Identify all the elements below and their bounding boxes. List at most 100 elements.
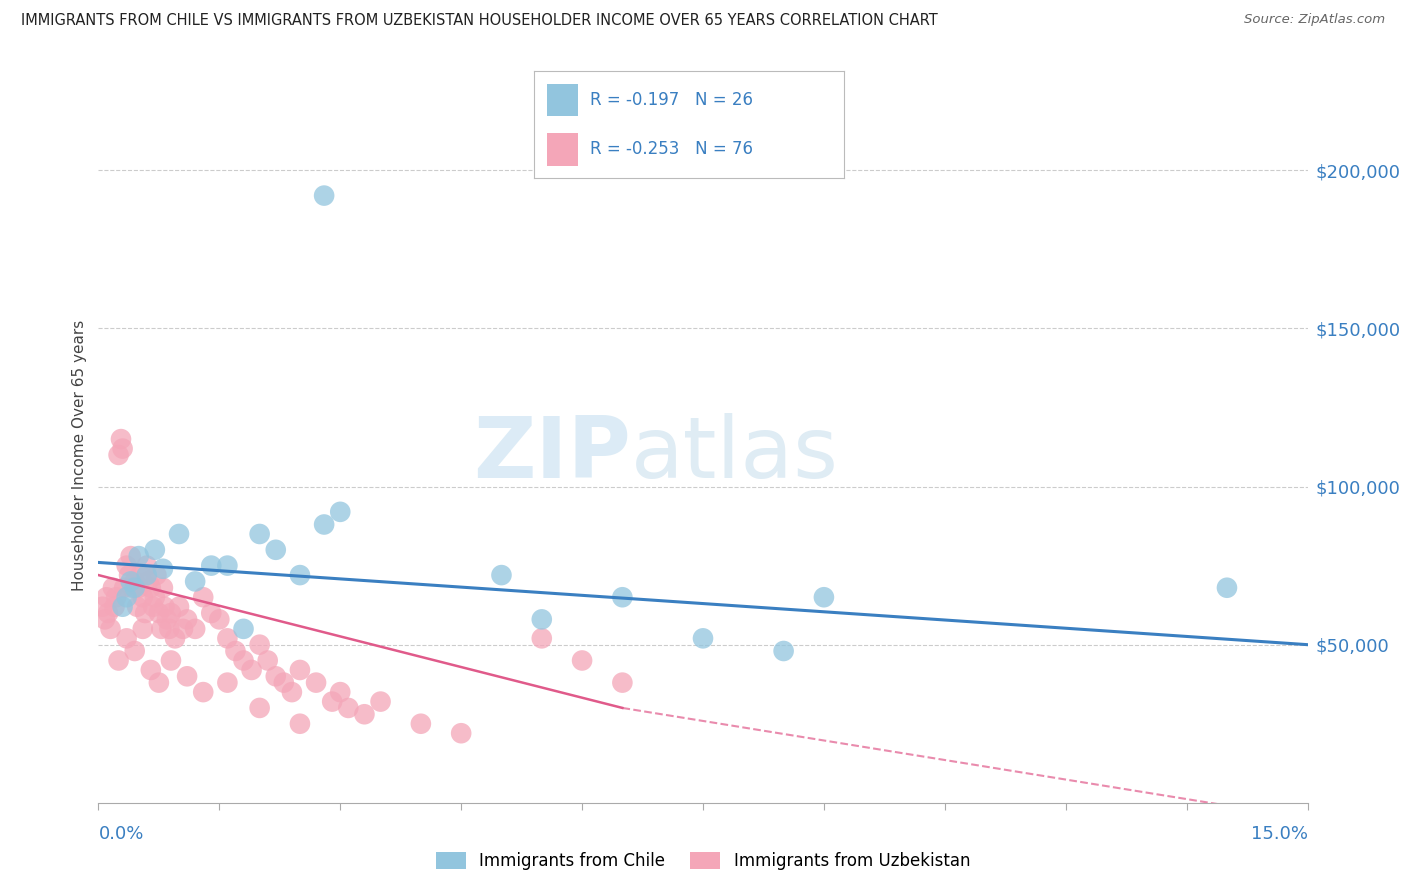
Point <box>530 632 553 646</box>
Text: IMMIGRANTS FROM CHILE VS IMMIGRANTS FROM UZBEKISTAN HOUSEHOLDER INCOME OVER 65 Y: IMMIGRANTS FROM CHILE VS IMMIGRANTS FROM… <box>21 13 938 29</box>
Point <box>692 632 714 646</box>
Point <box>249 527 271 541</box>
Point <box>273 675 295 690</box>
Point <box>132 591 155 605</box>
Point <box>200 606 222 620</box>
Point <box>127 599 149 614</box>
Point <box>530 612 553 626</box>
Point <box>491 568 513 582</box>
Point <box>107 653 129 667</box>
Point <box>167 599 190 614</box>
Point <box>167 527 190 541</box>
Point <box>100 622 122 636</box>
Point <box>571 653 593 667</box>
Point <box>160 653 183 667</box>
Text: 15.0%: 15.0% <box>1250 825 1308 843</box>
Text: Source: ZipAtlas.com: Source: ZipAtlas.com <box>1244 13 1385 27</box>
Point <box>143 542 166 557</box>
Point <box>157 622 180 636</box>
Point <box>128 549 150 563</box>
Text: 0.0%: 0.0% <box>98 825 143 843</box>
Point <box>111 442 134 456</box>
Point <box>132 622 155 636</box>
Point <box>111 599 134 614</box>
Point <box>288 568 311 582</box>
Point <box>163 632 186 646</box>
Point <box>153 599 176 614</box>
Text: R = -0.253   N = 76: R = -0.253 N = 76 <box>591 141 754 159</box>
Point <box>105 591 128 605</box>
Point <box>115 558 138 573</box>
Point <box>107 448 129 462</box>
Point <box>184 574 207 589</box>
Bar <box>547 84 578 116</box>
Point <box>184 622 207 636</box>
Point <box>813 591 835 605</box>
Point <box>217 675 239 690</box>
Point <box>612 591 634 605</box>
Point <box>91 599 114 614</box>
Point <box>145 568 167 582</box>
Point <box>121 581 143 595</box>
Point <box>139 663 162 677</box>
Point <box>152 581 174 595</box>
Point <box>160 606 183 620</box>
Text: atlas: atlas <box>630 413 838 497</box>
Point <box>281 685 304 699</box>
Point <box>150 622 173 636</box>
Point <box>135 568 157 582</box>
Point <box>128 581 150 595</box>
Point <box>772 644 794 658</box>
Point <box>148 675 170 690</box>
Point <box>612 675 634 690</box>
Point <box>217 632 239 646</box>
Point <box>139 581 162 595</box>
Point <box>143 591 166 605</box>
Point <box>138 574 160 589</box>
Point <box>232 653 254 667</box>
Point <box>337 701 360 715</box>
Point <box>135 558 157 573</box>
Point <box>264 669 287 683</box>
Point <box>94 612 117 626</box>
Point <box>314 517 336 532</box>
Point <box>172 622 194 636</box>
Point <box>370 695 392 709</box>
Point <box>288 716 311 731</box>
Point <box>103 599 125 614</box>
Point <box>96 591 118 605</box>
Point <box>124 581 146 595</box>
Legend: Immigrants from Chile, Immigrants from Uzbekistan: Immigrants from Chile, Immigrants from U… <box>430 847 976 875</box>
Point <box>409 716 432 731</box>
Point <box>148 606 170 620</box>
Point <box>288 663 311 677</box>
Point <box>97 606 120 620</box>
Point <box>129 568 152 582</box>
Point <box>217 558 239 573</box>
Point <box>249 638 271 652</box>
Point <box>1216 581 1239 595</box>
Point <box>329 685 352 699</box>
Text: R = -0.197   N = 26: R = -0.197 N = 26 <box>591 91 754 109</box>
Y-axis label: Householder Income Over 65 years: Householder Income Over 65 years <box>72 319 87 591</box>
Point <box>156 612 179 626</box>
Point <box>314 188 336 202</box>
Point <box>118 568 141 582</box>
Point <box>305 675 328 690</box>
Point <box>232 622 254 636</box>
Point <box>353 707 375 722</box>
Point <box>264 542 287 557</box>
Point <box>124 574 146 589</box>
Point <box>115 591 138 605</box>
Point <box>120 574 142 589</box>
Bar <box>547 134 578 166</box>
Point <box>120 549 142 563</box>
Point <box>256 653 278 667</box>
Point <box>200 558 222 573</box>
Point <box>450 726 472 740</box>
Text: ZIP: ZIP <box>472 413 630 497</box>
Point <box>176 612 198 626</box>
Point <box>152 562 174 576</box>
Point <box>249 701 271 715</box>
Point <box>329 505 352 519</box>
